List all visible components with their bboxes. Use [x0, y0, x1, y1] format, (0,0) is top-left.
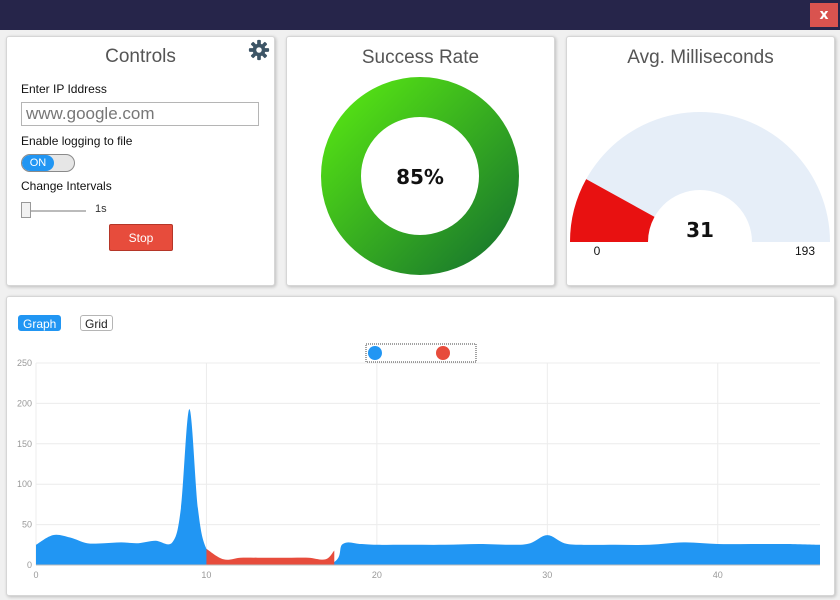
stop-button[interactable]: Stop — [109, 224, 173, 251]
success-rate-panel: Success Rate 85% — [286, 36, 555, 286]
legend-marker-0 — [368, 346, 382, 360]
y-tick-label: 250 — [17, 358, 32, 368]
logging-label: Enable logging to file — [21, 134, 133, 148]
gauge-value: 31 — [686, 218, 714, 242]
x-tick-label: 10 — [201, 570, 211, 580]
toggle-on-label: ON — [22, 155, 54, 171]
gauge-value-fill — [570, 179, 655, 242]
series-area-0 — [36, 409, 820, 565]
y-tick-label: 100 — [17, 479, 32, 489]
success-rate-title: Success Rate — [361, 47, 480, 68]
interval-label: Change Intervals — [21, 179, 112, 193]
controls-title: Controls — [105, 46, 176, 67]
x-tick-label: 0 — [33, 570, 38, 580]
donut-ring — [321, 77, 519, 275]
y-tick-label: 0 — [27, 560, 32, 570]
ping-area-chart: 0 50 100 150 200 250 0 10 20 30 40 — [17, 343, 820, 580]
tab-graph[interactable]: Graph — [18, 315, 62, 331]
graph-panel: Graph Grid 0 50 100 150 200 250 0 10 20 30 40 — [6, 296, 835, 596]
series-area-1 — [206, 548, 335, 565]
y-tick-label: 150 — [17, 439, 32, 449]
interval-slider-track[interactable] — [29, 210, 86, 212]
x-tick-label: 20 — [372, 570, 382, 580]
gauge-min: 0 — [594, 244, 601, 258]
legend-box — [365, 343, 477, 363]
interval-value: 1s — [95, 203, 107, 215]
gear-icon[interactable] — [248, 39, 270, 61]
logging-toggle[interactable]: ON — [21, 154, 75, 172]
close-button[interactable]: x — [810, 3, 838, 27]
x-tick-label: 40 — [713, 570, 723, 580]
y-tick-label: 50 — [22, 520, 32, 530]
tab-grid[interactable]: Grid — [80, 315, 113, 331]
gauge-max: 193 — [795, 244, 815, 258]
success-rate-value: 85% — [396, 165, 444, 189]
latency-panel: Avg. Milliseconds 31 0 193 — [566, 36, 835, 286]
latency-title: Avg. Milliseconds — [627, 47, 774, 68]
ip-label: Enter IP Iddress — [21, 82, 107, 96]
title-bar: x — [0, 0, 840, 30]
interval-slider-thumb[interactable] — [21, 202, 31, 218]
ip-address-input[interactable] — [21, 102, 259, 126]
y-tick-label: 200 — [17, 398, 32, 408]
controls-panel: Controls Enter IP Iddress Enable logging… — [6, 36, 275, 286]
latency-gauge: 31 0 193 — [570, 112, 830, 258]
x-tick-label: 30 — [542, 570, 552, 580]
success-donut: 85% — [321, 77, 519, 275]
legend-marker-1 — [436, 346, 450, 360]
